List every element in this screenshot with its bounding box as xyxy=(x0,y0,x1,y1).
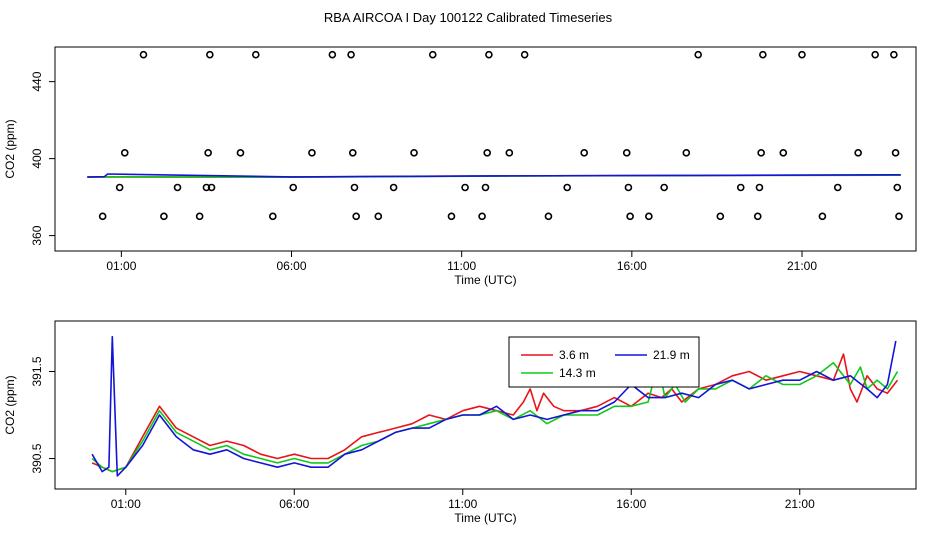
data-point xyxy=(374,212,383,221)
data-point xyxy=(755,183,764,192)
data-point xyxy=(622,149,631,157)
data-point xyxy=(289,183,298,192)
plot-frame xyxy=(54,46,917,252)
x-tick-label: 16:00 xyxy=(616,497,646,511)
legend-label: 21.9 m xyxy=(653,348,690,362)
data-point xyxy=(580,149,588,157)
data-point xyxy=(682,149,691,157)
data-point xyxy=(352,212,360,221)
data-point xyxy=(251,50,260,59)
data-point xyxy=(173,183,182,192)
data-point xyxy=(206,50,214,59)
data-point xyxy=(895,212,903,221)
data-point xyxy=(563,183,571,192)
x-tick-label: 11:00 xyxy=(447,259,476,273)
series-line-2 xyxy=(87,173,901,178)
y-axis-label: CO2 (ppm) xyxy=(3,119,17,178)
series-line-3-6-m xyxy=(91,353,899,473)
data-point xyxy=(757,149,765,157)
x-tick-label: 01:00 xyxy=(111,497,141,511)
data-point xyxy=(505,149,514,157)
data-point xyxy=(98,212,107,221)
data-point xyxy=(115,183,124,192)
plot-frame xyxy=(54,320,917,490)
data-point xyxy=(410,149,418,157)
legend: 3.6 m 14.3 m 21.9 m xyxy=(508,336,700,388)
data-point xyxy=(461,183,469,192)
data-point xyxy=(447,212,456,221)
x-tick-label: 21:00 xyxy=(785,497,815,511)
data-point xyxy=(871,50,879,59)
data-point xyxy=(890,50,898,59)
data-point xyxy=(893,183,902,192)
data-point xyxy=(716,212,725,221)
legend-box xyxy=(508,336,700,388)
data-point xyxy=(236,149,245,157)
data-point xyxy=(736,183,745,192)
series-line-21-9-m xyxy=(91,335,897,477)
data-point xyxy=(660,183,668,192)
data-point xyxy=(624,183,633,192)
chart-panel-1: 01:00 06:00 11:00 16:00 21:00 Time (UTC) 360 40… xyxy=(3,46,917,287)
legend-label: 14.3 m xyxy=(559,366,596,380)
data-point xyxy=(348,149,357,157)
x-axis-label: Time (UTC) xyxy=(454,511,516,525)
data-point xyxy=(891,149,900,157)
data-point xyxy=(389,183,398,192)
y-tick-label: 360 xyxy=(30,225,44,245)
x-tick-label: 21:00 xyxy=(787,259,817,273)
data-point xyxy=(195,212,204,221)
data-point xyxy=(160,212,168,221)
data-point xyxy=(120,149,129,157)
data-point xyxy=(478,212,486,221)
data-point xyxy=(520,50,529,59)
data-point xyxy=(350,183,359,192)
data-point xyxy=(818,212,827,221)
x-tick-label: 06:00 xyxy=(279,497,309,511)
y-tick-label: 391.5 xyxy=(30,356,44,386)
y-tick-label: 390.5 xyxy=(30,443,44,473)
data-point xyxy=(207,183,216,192)
data-point xyxy=(544,212,553,221)
data-point xyxy=(798,50,806,59)
data-point xyxy=(753,212,762,221)
data-point xyxy=(308,149,316,157)
data-point xyxy=(347,50,355,59)
x-tick-label: 01:00 xyxy=(106,259,136,273)
data-point xyxy=(779,149,788,157)
y-tick-label: 400 xyxy=(30,148,44,168)
data-point xyxy=(485,50,493,59)
data-point xyxy=(428,50,437,59)
chart-title: RBA AIRCOA I Day 100122 Calibrated Times… xyxy=(324,10,613,25)
data-point xyxy=(833,183,842,192)
data-point xyxy=(626,212,634,221)
data-point xyxy=(269,212,277,221)
y-axis-label: CO2 (ppm) xyxy=(3,375,17,434)
y-tick-label: 440 xyxy=(30,71,44,91)
series-line-14-3-m xyxy=(91,361,899,473)
data-point xyxy=(694,50,702,59)
legend-label: 3.6 m xyxy=(559,348,589,362)
data-point xyxy=(759,50,767,59)
data-point xyxy=(854,149,862,157)
data-point xyxy=(328,50,337,59)
x-tick-label: 06:00 xyxy=(277,259,307,273)
data-point xyxy=(645,212,653,221)
data-point xyxy=(139,50,148,59)
data-point xyxy=(483,149,492,157)
x-tick-label: 11:00 xyxy=(448,497,477,511)
data-point xyxy=(481,183,490,192)
data-point xyxy=(204,149,212,157)
chart-panel-2: 01:00 06:00 11:00 16:00 21:00 Time (UTC) 390.5… xyxy=(3,320,917,525)
x-tick-label: 16:00 xyxy=(617,259,647,273)
x-axis-label: Time (UTC) xyxy=(454,273,516,287)
data-point xyxy=(202,183,211,192)
